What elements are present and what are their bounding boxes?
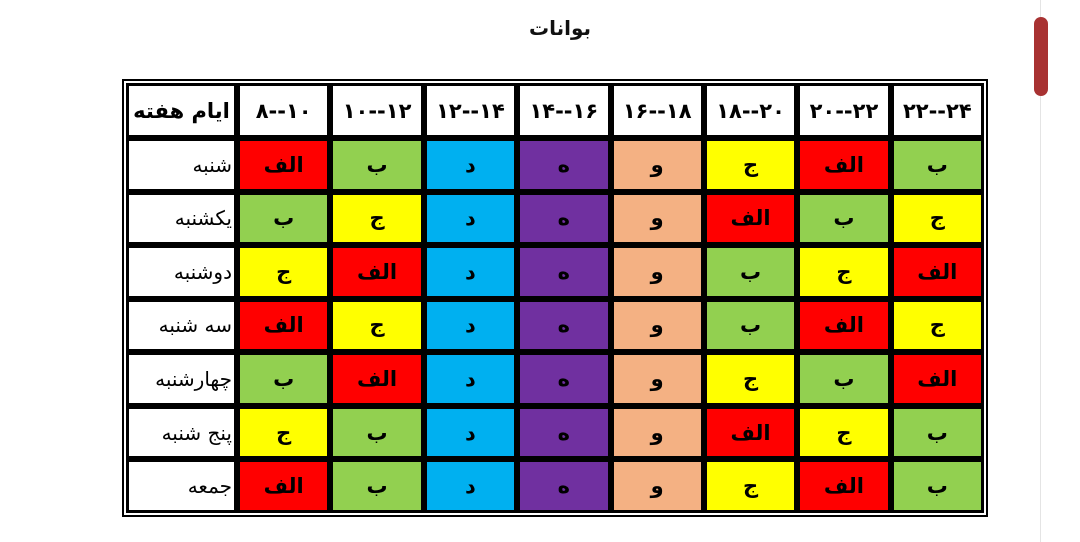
group-cell: ب [797,352,891,406]
group-cell: الف [890,352,984,406]
group-cell: و [610,352,704,406]
header-time-slot: ۱۸--۲۰ [703,83,798,138]
group-cell: ب [797,191,891,246]
group-cell: ج [890,191,984,246]
group-cell: ه [517,352,611,406]
group-cell: الف [237,138,331,192]
group-cell: الف [237,459,331,513]
group-cell: ب [890,138,984,192]
group-cell: د [423,405,518,460]
group-cell: ج [703,352,798,406]
group-cell: الف [237,298,331,353]
group-cell: د [423,352,518,406]
scrollbar-thumb[interactable] [1034,17,1048,96]
group-cell: و [610,459,704,513]
group-cell: الف [703,191,798,246]
group-cell: الف [703,405,798,460]
page-title: بوانات [528,16,592,40]
group-cell: ه [517,459,611,513]
group-cell: ج [797,405,891,460]
group-cell: ه [517,191,611,246]
group-cell: ج [703,138,798,192]
header-row: ایام هفته ۸--۱۰ ۱۰--۱۲ ۱۲--۱۴ ۱۴--۱۶ ۱۶--۱۸ ۱۸… [126,83,984,138]
group-cell: ب [703,298,798,353]
table-row: چهارشنبه ب الف د ه و ج ب الف [126,352,984,406]
group-cell: ج [330,298,424,353]
group-cell: الف [330,245,424,299]
group-cell: ب [237,191,331,246]
group-cell: الف [797,459,891,513]
group-cell: د [423,459,518,513]
group-cell: الف [797,298,891,353]
group-cell: ب [890,459,984,513]
group-cell: ب [330,459,424,513]
group-cell: الف [797,138,891,192]
group-cell: ج [237,405,331,460]
schedule-table: ایام هفته ۸--۱۰ ۱۰--۱۲ ۱۲--۱۴ ۱۴--۱۶ ۱۶--۱۸ ۱۸… [126,83,984,513]
group-cell: و [610,298,704,353]
group-cell: ب [330,138,424,192]
group-cell: و [610,191,704,246]
group-cell: ه [517,405,611,460]
group-cell: ب [330,405,424,460]
day-cell: چهارشنبه [126,352,237,406]
header-time-slot: ۲۲--۲۴ [890,83,984,138]
schedule-table-frame: ایام هفته ۸--۱۰ ۱۰--۱۲ ۱۲--۱۴ ۱۴--۱۶ ۱۶--۱۸ ۱۸… [122,79,988,517]
header-time-slot: ۱۶--۱۸ [610,83,704,138]
group-cell: ج [237,245,331,299]
group-cell: و [610,245,704,299]
group-cell: و [610,405,704,460]
group-cell: ه [517,298,611,353]
group-cell: ب [890,405,984,460]
group-cell: د [423,298,518,353]
day-cell: یکشنبه [126,191,237,246]
table-row: شنبه الف ب د ه و ج الف ب [126,138,984,192]
day-cell: دوشنبه [126,245,237,299]
table-row: جمعه الف ب د ه و ج الف ب [126,459,984,513]
header-time-slot: ۱۲--۱۴ [423,83,518,138]
header-time-slot: ۸--۱۰ [237,83,331,138]
table-row: یکشنبه ب ج د ه و الف ب ج [126,191,984,246]
table-row: سه شنبه الف ج د ه و ب الف ج [126,298,984,353]
group-cell: د [423,245,518,299]
group-cell: ه [517,138,611,192]
table-row: پنج شنبه ج ب د ه و الف ج ب [126,405,984,460]
group-cell: د [423,191,518,246]
day-cell: پنج شنبه [126,405,237,460]
day-cell: سه شنبه [126,298,237,353]
header-time-slot: ۲۰--۲۲ [797,83,891,138]
table-row: دوشنبه ج الف د ه و ب ج الف [126,245,984,299]
group-cell: الف [890,245,984,299]
header-time-slot: ۱۴--۱۶ [517,83,611,138]
header-days: ایام هفته [126,83,237,138]
scrollbar-track[interactable] [1040,0,1041,542]
group-cell: ب [703,245,798,299]
day-cell: جمعه [126,459,237,513]
group-cell: ب [237,352,331,406]
group-cell: و [610,138,704,192]
group-cell: ج [797,245,891,299]
group-cell: الف [330,352,424,406]
group-cell: د [423,138,518,192]
group-cell: ج [330,191,424,246]
group-cell: ج [703,459,798,513]
header-time-slot: ۱۰--۱۲ [330,83,424,138]
group-cell: ه [517,245,611,299]
group-cell: ج [890,298,984,353]
day-cell: شنبه [126,138,237,192]
